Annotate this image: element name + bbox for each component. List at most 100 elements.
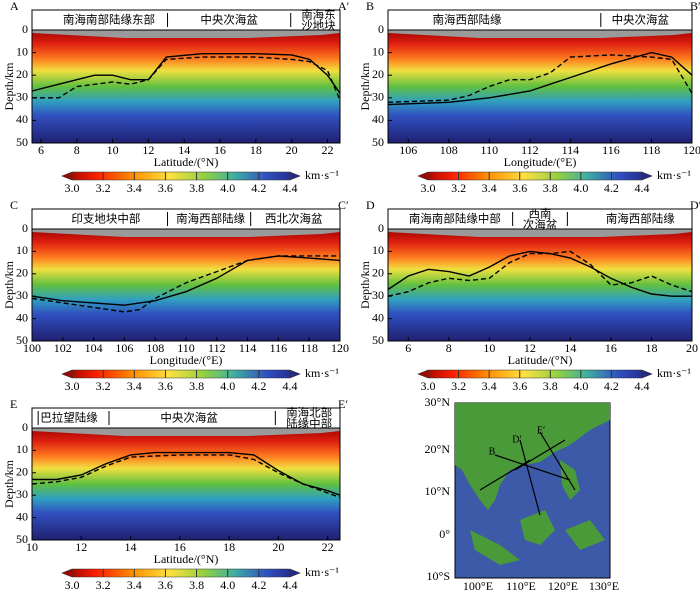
x-tick-label: 10: [26, 540, 38, 554]
x-tick-label: 20: [272, 540, 284, 554]
x-axis-label: Longitude/(°E): [150, 353, 223, 367]
y-tick-label: 50: [372, 333, 384, 347]
colorbar-tick-label: 3.0: [65, 379, 80, 393]
colorbar: [417, 171, 653, 181]
plot-frame: [387, 228, 693, 342]
x-tick-label: 108: [146, 341, 164, 355]
y-tick-label: 40: [16, 509, 28, 523]
x-tick-label: 112: [208, 341, 226, 355]
x-tick-label: 112: [521, 143, 539, 157]
y-axis-label: Depth/km: [2, 459, 16, 508]
y-tick-label: 10: [372, 243, 384, 257]
velocity-field: [32, 30, 340, 143]
colorbar-tick-label: 4.2: [604, 181, 619, 195]
region-label: 南海东: [301, 8, 336, 22]
y-tick-label: 0: [378, 22, 384, 36]
map-profile-label: D′: [512, 434, 521, 445]
x-tick-label: 20: [686, 341, 698, 355]
x-tick-label: 114: [562, 143, 580, 157]
region-label: 南海南部陆缘中部: [409, 212, 501, 226]
y-tick-label: 20: [372, 266, 384, 280]
colorbar-tick-label: 4.2: [251, 578, 266, 592]
region-label: 南海北部: [286, 406, 332, 420]
seawater: [388, 30, 692, 38]
plot-frame: [31, 427, 341, 541]
y-axis-label: Depth/km: [358, 260, 372, 309]
x-tick-label: 120: [331, 341, 349, 355]
profile-start-label: A: [10, 0, 19, 13]
map-lon-label: 110°E: [506, 579, 536, 593]
moho-line: [31, 255, 341, 306]
region-label: 中央次海盆: [612, 13, 670, 27]
x-tick-label: 16: [174, 540, 186, 554]
colorbar-tick-label: 3.2: [96, 181, 111, 195]
seawater: [32, 30, 340, 38]
map: [454, 402, 611, 579]
plot-frame: [387, 29, 693, 144]
colorbar-tick-label: 4.2: [251, 181, 266, 195]
colorbar-tick-label: 4.0: [220, 379, 235, 393]
map-land: [455, 403, 610, 510]
moho-line: [31, 53, 341, 94]
y-tick-label: 30: [372, 90, 384, 104]
y-tick-label: 0: [22, 22, 28, 36]
y-tick-label: 20: [372, 67, 384, 81]
x-tick-label: 14: [564, 341, 576, 355]
map-lat-label: 10°S: [427, 569, 450, 583]
colorbar-tick-label: 4.4: [635, 379, 650, 393]
colorbar-tick-label: 4.4: [635, 181, 650, 195]
colorbar-tick-label: 3.0: [65, 578, 80, 592]
colorbar-tick-label: 3.6: [512, 379, 527, 393]
colorbar-unit: km·s⁻¹: [657, 366, 691, 380]
region-label: 西北次海盆: [265, 212, 323, 226]
x-tick-label: 6: [405, 341, 411, 355]
x-tick-label: 18: [223, 540, 235, 554]
y-tick-label: 30: [16, 90, 28, 104]
y-tick-label: 0: [22, 221, 28, 235]
x-tick-label: 6: [38, 143, 44, 157]
moho-line: [387, 250, 692, 297]
x-tick-label: 22: [322, 540, 334, 554]
x-tick-label: 108: [440, 143, 458, 157]
map-lat-label: 0°: [439, 527, 450, 541]
x-tick-label: 102: [54, 341, 72, 355]
velocity-field: [388, 30, 692, 143]
profile-start-label: B: [366, 0, 374, 13]
y-tick-label: 20: [16, 465, 28, 479]
colorbar-unit: km·s⁻¹: [305, 366, 339, 380]
region-label: 巴拉望陆缘: [40, 411, 98, 425]
x-tick-label: 110: [177, 341, 195, 355]
region-label: 南海南部陆缘东部: [63, 13, 155, 27]
colorbar-unit: km·s⁻¹: [305, 565, 339, 579]
colorbar-tick-label: 4.0: [573, 181, 588, 195]
colorbar-tick-label: 3.4: [482, 379, 497, 393]
map-islands: [470, 460, 605, 565]
y-tick-label: 50: [372, 135, 384, 149]
y-tick-label: 20: [16, 266, 28, 280]
region-label: 中央次海盆: [160, 411, 218, 425]
y-tick-label: 50: [16, 135, 28, 149]
profile-start-label: E: [10, 397, 17, 411]
y-tick-label: 20: [16, 67, 28, 81]
colorbar-tick-label: 3.6: [512, 181, 527, 195]
moho-dashed: [387, 250, 693, 297]
x-tick-label: 18: [250, 143, 262, 157]
colorbar-tick-label: 3.4: [127, 578, 142, 592]
region-label: 印支地块中部: [71, 212, 140, 226]
colorbar-tick-label: 3.4: [127, 379, 142, 393]
x-tick-label: 16: [214, 143, 226, 157]
colorbar-tick-label: 3.2: [451, 379, 466, 393]
colorbar-tick-label: 4.2: [251, 379, 266, 393]
moho-dashed: [31, 255, 340, 313]
colorbar-tick-label: 3.8: [543, 379, 558, 393]
colorbar: [61, 568, 301, 578]
y-tick-label: 50: [16, 532, 28, 546]
x-tick-label: 114: [239, 341, 257, 355]
region-label: 南海西部陆缘: [433, 13, 502, 27]
x-axis-label: Latitude/(°N): [154, 552, 219, 566]
x-tick-label: 120: [683, 143, 700, 157]
x-tick-label: 116: [602, 143, 620, 157]
colorbar-tick-label: 3.8: [543, 181, 558, 195]
y-tick-label: 40: [372, 310, 384, 324]
